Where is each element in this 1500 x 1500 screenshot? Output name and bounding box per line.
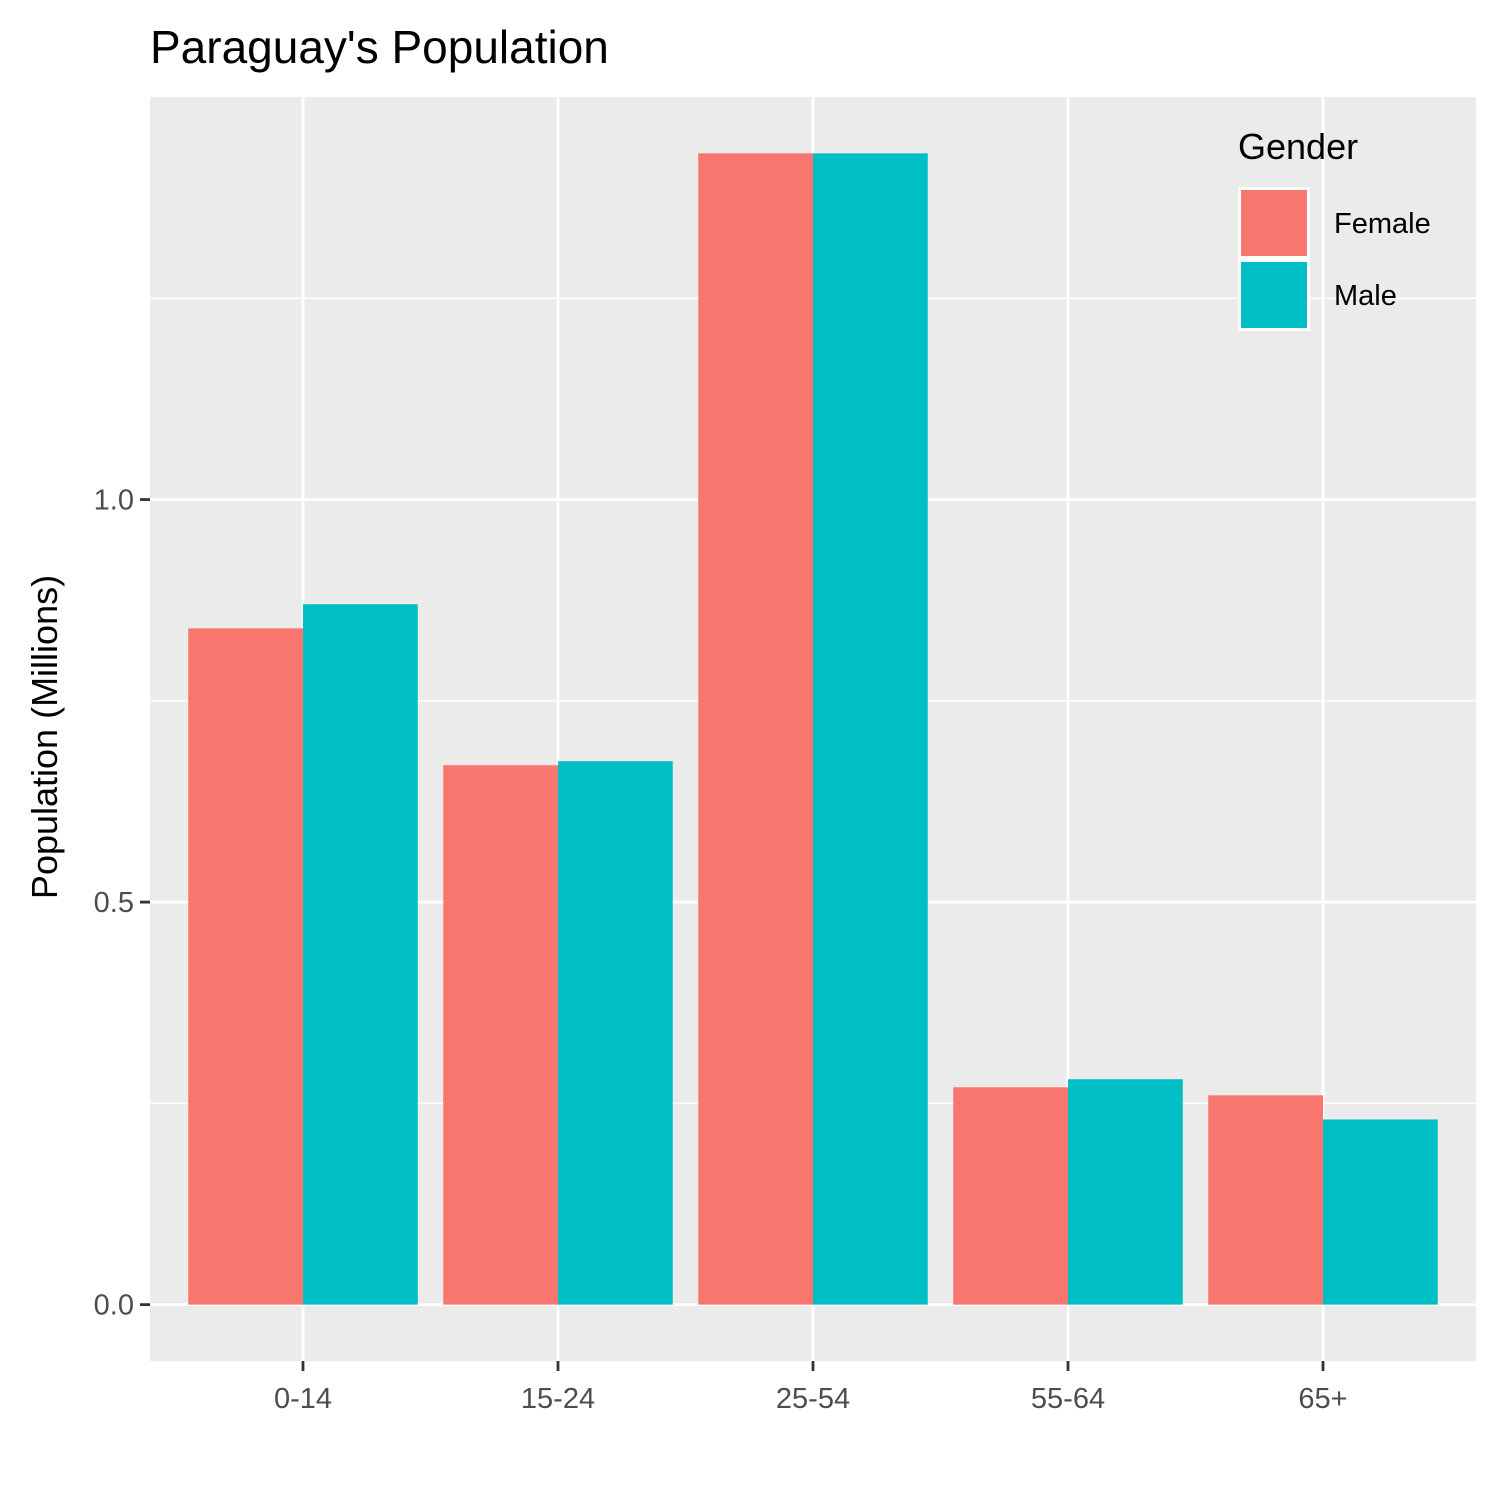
x-axis: 0-14 15-24 25-54 55-64 65+ (274, 1361, 1348, 1415)
x-tick-label: 0-14 (274, 1383, 332, 1415)
bar-female-65+ (1208, 1095, 1323, 1305)
legend-swatch-male (1241, 262, 1307, 328)
bar-male-25-54 (813, 153, 928, 1305)
bar-male-15-24 (558, 761, 673, 1305)
bar-female-0-14 (188, 628, 303, 1305)
bar-female-55-64 (953, 1087, 1068, 1305)
legend: Gender Female Male (1238, 126, 1431, 331)
bar-female-15-24 (443, 765, 558, 1305)
y-tick-label: 1.0 (94, 485, 134, 517)
legend-swatch-female (1241, 190, 1307, 256)
legend-label-male: Male (1334, 280, 1397, 312)
bar-male-55-64 (1068, 1079, 1183, 1305)
y-tick-label: 0.5 (94, 887, 134, 919)
legend-title: Gender (1238, 126, 1358, 167)
bar-male-65+ (1323, 1119, 1438, 1305)
x-tick-label: 15-24 (521, 1383, 595, 1415)
x-tick-label: 65+ (1298, 1383, 1347, 1415)
y-axis: 0.0 0.5 1.0 (94, 485, 150, 1322)
x-tick-label: 25-54 (776, 1383, 850, 1415)
bars-group (188, 153, 1438, 1305)
chart-title: Paraguay's Population (150, 21, 609, 73)
y-tick-label: 0.0 (94, 1290, 134, 1322)
x-tick-label: 55-64 (1031, 1383, 1105, 1415)
bar-male-0-14 (303, 604, 418, 1305)
bar-female-25-54 (698, 153, 813, 1305)
y-axis-title: Population (Millions) (24, 575, 65, 899)
legend-label-female: Female (1334, 208, 1431, 240)
